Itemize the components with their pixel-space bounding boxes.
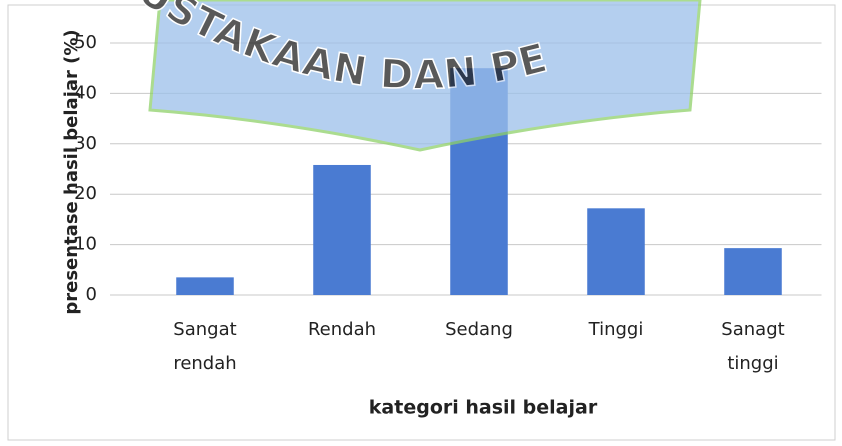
x-tick-label: Sedang (445, 319, 513, 340)
y-tick-label: 30 (74, 133, 97, 154)
bar (587, 208, 645, 295)
y-tick-label: 40 (74, 82, 97, 103)
y-tick-label: 0 (86, 284, 97, 305)
y-tick-label: 50 (74, 32, 97, 53)
bar (724, 248, 782, 295)
y-axis-title: presentase hasil belajar (%) (61, 29, 82, 314)
watermark: USTAKAAN DAN PE (129, 0, 702, 152)
bar (313, 164, 371, 295)
y-tick-label: 20 (74, 183, 97, 204)
bar (176, 277, 234, 295)
watermark-banner (148, 0, 702, 152)
x-axis-title: kategori hasil belajar (369, 397, 598, 419)
y-tick-label: 10 (74, 234, 97, 255)
x-tick-label: Tinggi (588, 319, 644, 340)
x-tick-label: Rendah (307, 319, 377, 340)
x-tick-label: Sanagt tinggi (721, 319, 785, 374)
x-tick-label: Sangat rendah (173, 319, 237, 374)
